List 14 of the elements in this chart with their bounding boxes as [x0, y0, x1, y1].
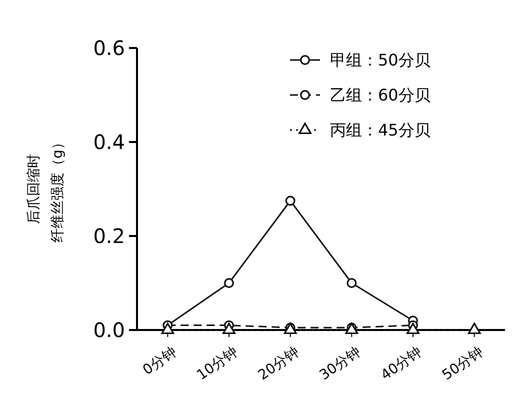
y-tick-label: 0.2 — [93, 224, 125, 248]
x-tick-label: 10分钟 — [194, 344, 241, 384]
x-tick-label: 40分钟 — [378, 344, 425, 384]
x-tick-label: 30分钟 — [316, 344, 364, 384]
legend-label: 乙组：60分贝 — [330, 86, 430, 105]
y-tick-label: 0.4 — [93, 130, 125, 154]
x-tick-label: 20分钟 — [256, 344, 302, 384]
legend-label: 甲组：50分贝 — [330, 50, 430, 70]
y-tick-label: 0.0 — [93, 318, 125, 342]
legend-label: 丙组：45分贝 — [330, 120, 430, 140]
x-tick-label: 50分钟 — [440, 344, 486, 384]
x-tick-label: 0分钟 — [140, 344, 180, 378]
y-tick-label: 0.6 — [93, 36, 125, 60]
y-axis-title: 后爪回缩时纤维丝强度（g） — [26, 136, 66, 242]
